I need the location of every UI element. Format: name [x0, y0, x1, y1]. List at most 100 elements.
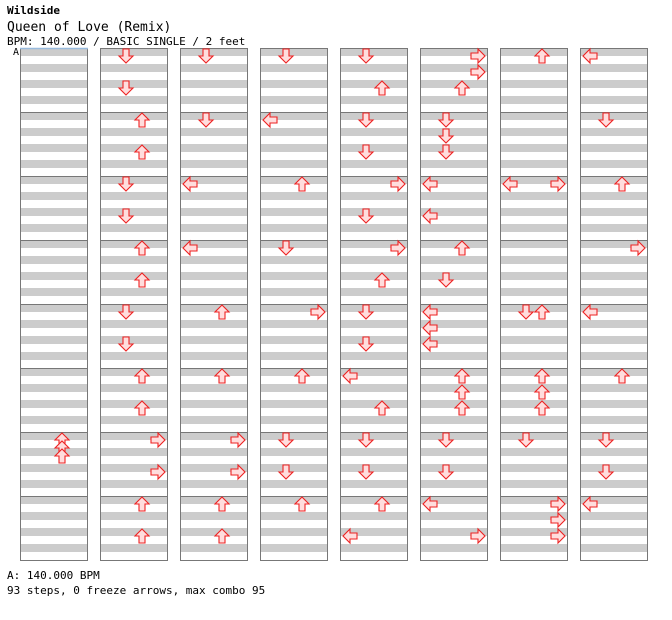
- beat-stripe: [580, 112, 648, 120]
- arrow-up-icon: [533, 304, 551, 320]
- beat-stripe: [100, 176, 168, 184]
- beat-stripe: [180, 144, 248, 152]
- arrow-up-icon: [133, 112, 151, 128]
- beat-stripe: [20, 512, 88, 520]
- series-name: Wildside: [7, 4, 60, 17]
- beat-stripe: [420, 400, 488, 408]
- beat-stripe: [340, 256, 408, 264]
- arrow-down-icon: [437, 272, 455, 288]
- arrow-right-icon: [630, 239, 646, 257]
- arrow-down-icon: [357, 432, 375, 448]
- beat-stripe: [500, 112, 568, 120]
- arrow-up-icon: [133, 400, 151, 416]
- beat-stripe: [340, 224, 408, 232]
- arrow-down-icon: [117, 336, 135, 352]
- beat-stripe: [260, 432, 328, 440]
- arrow-down-icon: [117, 48, 135, 64]
- beat-stripe: [500, 320, 568, 328]
- beat-stripe: [260, 496, 328, 504]
- beat-stripe: [500, 256, 568, 264]
- arrow-down-icon: [357, 48, 375, 64]
- beat-stripe: [500, 432, 568, 440]
- beat-stripe: [100, 448, 168, 456]
- beat-stripe: [500, 544, 568, 552]
- beat-stripe: [260, 272, 328, 280]
- beat-stripe: [260, 448, 328, 456]
- beat-stripe: [580, 496, 648, 504]
- arrow-down-icon: [277, 240, 295, 256]
- beat-stripe: [180, 272, 248, 280]
- column-frame: [260, 48, 328, 561]
- beat-stripe: [580, 304, 648, 312]
- beat-stripe: [420, 128, 488, 136]
- beat-stripe: [100, 240, 168, 248]
- beat-stripe: [100, 320, 168, 328]
- arrow-up-icon: [533, 384, 551, 400]
- beat-stripe: [340, 384, 408, 392]
- beat-stripe: [100, 416, 168, 424]
- beat-stripe: [340, 400, 408, 408]
- beat-stripe: [580, 128, 648, 136]
- beat-stripe: [420, 352, 488, 360]
- beat-stripe: [180, 544, 248, 552]
- beat-stripe: [500, 176, 568, 184]
- arrow-up-icon: [533, 48, 551, 64]
- beat-stripe: [100, 112, 168, 120]
- beat-stripe: [100, 400, 168, 408]
- arrow-up-icon: [373, 400, 391, 416]
- beat-stripe: [580, 320, 648, 328]
- beat-stripe: [100, 368, 168, 376]
- beat-stripe: [180, 160, 248, 168]
- beat-stripe: [100, 48, 168, 56]
- arrow-down-icon: [277, 48, 295, 64]
- beat-stripe: [100, 432, 168, 440]
- beat-stripe: [580, 464, 648, 472]
- column-frame: [180, 48, 248, 561]
- beat-stripe: [420, 496, 488, 504]
- beat-stripe: [260, 112, 328, 120]
- beat-stripe: [20, 448, 88, 456]
- beat-stripe: [500, 480, 568, 488]
- beat-stripe: [20, 208, 88, 216]
- beat-stripe: [20, 224, 88, 232]
- arrow-right-icon: [550, 511, 566, 529]
- beat-stripe: [260, 384, 328, 392]
- arrow-down-icon: [437, 128, 455, 144]
- beat-stripe: [260, 464, 328, 472]
- beat-stripe: [580, 448, 648, 456]
- beat-stripe: [420, 272, 488, 280]
- arrow-up-icon: [453, 368, 471, 384]
- beat-stripe: [340, 48, 408, 56]
- beat-stripe: [260, 288, 328, 296]
- beat-stripe: [500, 48, 568, 56]
- beat-stripe: [100, 256, 168, 264]
- beat-stripe: [20, 192, 88, 200]
- arrow-down-icon: [597, 432, 615, 448]
- beat-stripe: [500, 416, 568, 424]
- arrow-up-icon: [613, 176, 631, 192]
- beat-stripe: [340, 240, 408, 248]
- arrow-down-icon: [437, 432, 455, 448]
- beat-stripe: [180, 448, 248, 456]
- arrow-down-icon: [517, 432, 535, 448]
- arrow-right-icon: [230, 431, 246, 449]
- beat-stripe: [500, 144, 568, 152]
- arrow-up-icon: [613, 368, 631, 384]
- beat-stripe: [100, 464, 168, 472]
- beat-stripe: [180, 240, 248, 248]
- arrow-right-icon: [550, 495, 566, 513]
- arrow-left-icon: [422, 319, 438, 337]
- beat-stripe: [580, 384, 648, 392]
- beat-stripe: [180, 480, 248, 488]
- arrow-down-icon: [277, 464, 295, 480]
- beat-stripe: [500, 384, 568, 392]
- beat-stripe: [260, 80, 328, 88]
- beat-stripe: [420, 432, 488, 440]
- arrow-right-icon: [470, 527, 486, 545]
- beat-stripe: [500, 528, 568, 536]
- beat-stripe: [340, 320, 408, 328]
- arrow-down-icon: [277, 432, 295, 448]
- beat-stripe: [420, 224, 488, 232]
- beat-stripe: [420, 544, 488, 552]
- arrow-up-icon: [133, 368, 151, 384]
